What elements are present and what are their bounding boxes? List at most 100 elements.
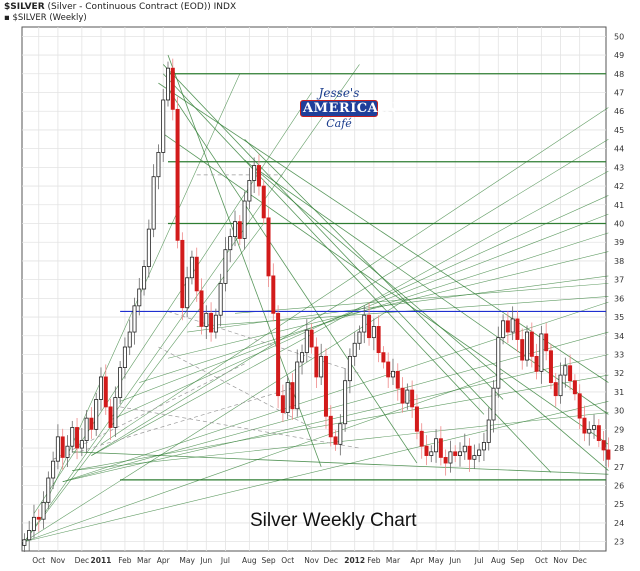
candle xyxy=(27,530,32,541)
y-tick-label: 33 xyxy=(614,351,624,360)
chart-header: $SILVER (Silver - Continuous Contract (E… xyxy=(4,2,236,12)
x-tick-label: Nov xyxy=(51,556,66,565)
candle xyxy=(137,288,142,307)
candle xyxy=(233,221,238,237)
resistance-line xyxy=(244,159,609,471)
x-tick-label: May xyxy=(179,556,195,565)
candle xyxy=(36,516,41,520)
candle xyxy=(367,314,372,339)
candle xyxy=(582,417,587,434)
candle xyxy=(414,406,419,432)
candle xyxy=(98,376,103,400)
candle xyxy=(300,352,305,363)
y-tick-label: 47 xyxy=(614,89,624,98)
candle xyxy=(127,331,132,348)
x-tick-label: Jul xyxy=(220,556,230,565)
candle xyxy=(347,355,352,382)
candle xyxy=(142,266,147,290)
candle xyxy=(156,151,161,178)
candle xyxy=(434,438,439,453)
x-tick-label: Dec xyxy=(323,556,338,565)
candle xyxy=(113,397,118,428)
y-tick-label: 25 xyxy=(614,500,624,509)
candle xyxy=(381,352,386,363)
x-tick-label: Jun xyxy=(448,556,461,565)
candle xyxy=(438,438,443,458)
trend-line xyxy=(100,107,609,445)
y-tick-label: 41 xyxy=(614,201,624,210)
trend-line xyxy=(24,400,609,542)
candle xyxy=(209,312,214,333)
candle xyxy=(261,185,266,219)
candle xyxy=(534,355,539,372)
x-tick-label: Mar xyxy=(137,556,152,565)
candle xyxy=(266,217,271,277)
candle xyxy=(94,399,99,430)
candle xyxy=(424,445,429,456)
candle xyxy=(228,236,233,251)
candle xyxy=(467,445,472,460)
y-tick-label: 38 xyxy=(614,257,624,266)
candle xyxy=(41,501,46,520)
resistance-line xyxy=(244,139,504,400)
candle xyxy=(204,312,209,327)
x-tick-label: Apr xyxy=(410,556,424,565)
candle xyxy=(256,165,261,187)
candle xyxy=(343,380,348,425)
candle xyxy=(419,430,424,447)
x-tick-label: Dec xyxy=(75,556,90,565)
candle xyxy=(548,350,553,383)
candle xyxy=(481,442,486,451)
candle xyxy=(544,333,549,352)
candle xyxy=(386,361,391,378)
candle xyxy=(194,256,199,292)
candle xyxy=(218,282,223,316)
y-tick-label: 30 xyxy=(614,407,624,416)
candle xyxy=(170,67,175,110)
candle xyxy=(352,342,357,357)
x-tick-label: Sep xyxy=(261,556,275,565)
candle xyxy=(51,460,56,479)
candle xyxy=(146,228,151,267)
candle xyxy=(22,539,27,546)
candle xyxy=(185,277,190,309)
candle xyxy=(213,314,218,333)
candle xyxy=(165,67,170,101)
candle xyxy=(357,331,362,344)
candle xyxy=(290,382,295,410)
candle xyxy=(151,176,156,230)
candle xyxy=(108,406,113,428)
candle xyxy=(31,516,36,531)
symbol-description: (Silver - Continuous Contract (EOD)) IND… xyxy=(47,2,237,12)
x-tick-label: May xyxy=(428,556,444,565)
y-tick-label: 27 xyxy=(614,463,624,472)
resistance-line xyxy=(167,88,418,464)
y-tick-label: 49 xyxy=(614,51,624,60)
y-tick-label: 35 xyxy=(614,313,624,322)
candle xyxy=(601,440,606,451)
y-tick-label: 39 xyxy=(614,238,624,247)
y-tick-label: 36 xyxy=(614,294,624,303)
candle xyxy=(395,370,400,389)
y-tick-label: 43 xyxy=(614,163,624,172)
candle xyxy=(462,445,467,453)
candle xyxy=(180,239,185,309)
x-tick-label: Apr xyxy=(157,556,171,565)
candle xyxy=(295,361,300,410)
candle xyxy=(314,346,319,378)
candle xyxy=(271,275,276,314)
candle xyxy=(189,256,194,279)
trend-line xyxy=(24,64,360,542)
candle xyxy=(132,305,137,333)
x-tick-label: Feb xyxy=(367,556,381,565)
candle xyxy=(448,451,453,464)
candle xyxy=(505,320,510,333)
candle xyxy=(118,367,123,398)
logo-line1: Jesse's xyxy=(318,86,360,100)
candle xyxy=(65,445,70,458)
candle xyxy=(400,387,405,404)
candle xyxy=(242,200,247,239)
candle xyxy=(592,425,597,430)
candle xyxy=(70,427,75,447)
